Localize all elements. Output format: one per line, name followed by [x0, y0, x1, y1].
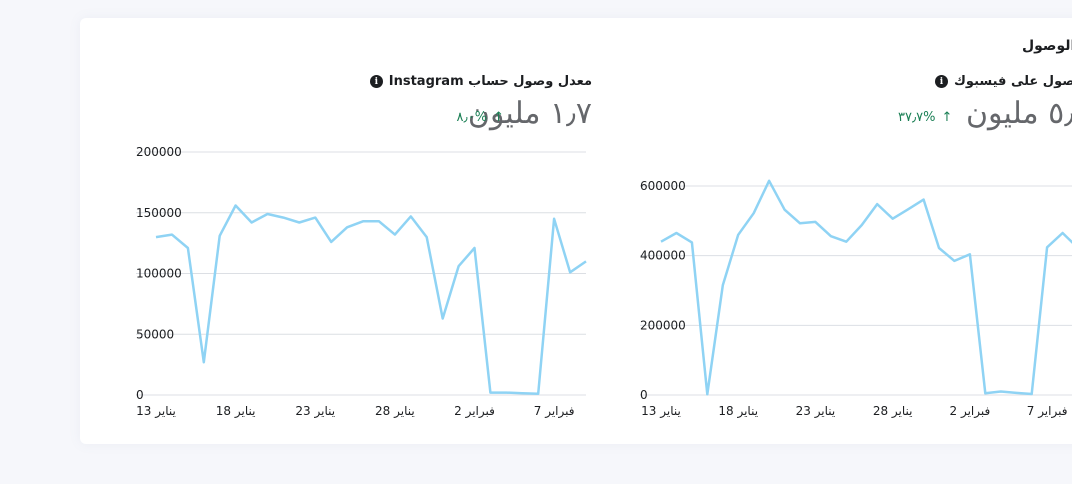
arrow-up-icon: ↑ — [493, 110, 504, 125]
info-icon[interactable]: i — [369, 75, 383, 88]
instagram-y-tick-label: 150000 — [136, 206, 182, 220]
facebook-x-tick-label: 18 يناير — [718, 404, 758, 419]
facebook-change-value: %٣٧٫٧ — [898, 110, 936, 125]
facebook-y-tick-label: 600000 — [640, 179, 686, 193]
facebook-series-line — [660, 179, 1072, 396]
instagram-panel-title: معدل وصول حساب Instagram i — [369, 74, 592, 89]
reach-card — [80, 18, 1072, 444]
instagram-y-tick-label: 0 — [136, 388, 144, 402]
facebook-y-tick-label: 0 — [640, 388, 648, 402]
instagram-x-tick-label: 2 فبراير — [454, 404, 495, 419]
facebook-x-tick-label: 7 فبراير — [1027, 404, 1068, 419]
facebook-x-tick-label: 28 يناير — [873, 404, 913, 419]
instagram-title-label: معدل وصول حساب Instagram — [388, 74, 592, 89]
facebook-y-tick-label: 400000 — [640, 249, 686, 263]
facebook-title-label: الوصول على فيسبوك — [954, 74, 1072, 89]
facebook-reach-value: ٥٫٢ مليون — [966, 96, 1072, 131]
instagram-x-tick-label: 28 يناير — [375, 404, 415, 419]
instagram-x-tick-label: 13 يناير — [136, 404, 176, 419]
arrow-up-icon: ↑ — [941, 110, 953, 125]
section-title: الوصول — [1022, 38, 1072, 54]
info-icon[interactable]: i — [935, 75, 948, 88]
instagram-y-tick-label: 100000 — [136, 267, 182, 281]
instagram-reach-value: ١٫٧ مليون — [467, 96, 592, 131]
instagram-change: ↑ %٨٫٠ — [457, 110, 504, 125]
instagram-x-tick-label: 23 يناير — [295, 404, 335, 419]
facebook-change: ↑ %٣٧٫٧ — [898, 110, 952, 125]
instagram-x-tick-label: 7 فبراير — [534, 404, 575, 419]
instagram-y-tick-label: 200000 — [136, 145, 182, 159]
facebook-x-tick-label: 23 يناير — [796, 404, 836, 419]
facebook-y-tick-label: 200000 — [640, 318, 686, 332]
instagram-change-value: %٨٫٠ — [456, 110, 488, 125]
instagram-x-tick-label: 18 يناير — [216, 404, 256, 419]
instagram-series-line — [155, 204, 587, 396]
facebook-panel-title: الوصول على فيسبوك i — [935, 74, 1072, 89]
facebook-x-tick-label: 13 يناير — [641, 404, 681, 419]
facebook-x-tick-label: 2 فبراير — [950, 404, 991, 419]
instagram-y-tick-label: 50000 — [136, 327, 174, 341]
